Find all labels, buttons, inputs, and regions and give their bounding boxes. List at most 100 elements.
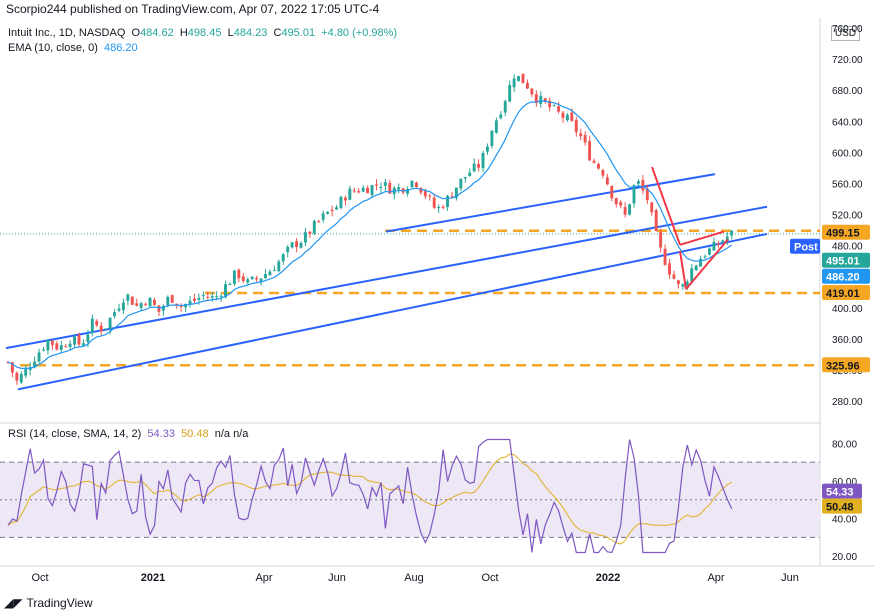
rsi-value: 54.33 (147, 428, 175, 440)
candle-body (64, 346, 68, 348)
rsi-ma-line (7, 453, 732, 545)
candle-body (37, 352, 41, 362)
candle-body (517, 76, 520, 81)
price-tick-label: 360.00 (832, 335, 863, 346)
candle-body (188, 300, 192, 305)
candle-body (437, 207, 441, 209)
candle-body (121, 302, 125, 311)
rsi-value-text: 54.33 (826, 487, 854, 499)
candle-body (503, 101, 507, 113)
candle-body (610, 185, 614, 199)
rsi-tick-label: 80.00 (832, 439, 857, 450)
candle-body (357, 191, 361, 193)
candle-body (308, 231, 312, 234)
candle-body (303, 232, 307, 243)
wedge-line (679, 250, 687, 290)
price-label-495.01[interactable] (822, 252, 870, 268)
price-label-325.96[interactable] (822, 357, 870, 373)
candle-body (428, 195, 432, 197)
price-tick-label: 400.00 (832, 304, 863, 315)
candle-body (148, 297, 152, 307)
candle-body (459, 178, 463, 189)
brand-text: TradingView (26, 596, 93, 610)
price-label-499.15[interactable] (822, 224, 870, 240)
rsi-tick-label: 20.00 (832, 552, 857, 563)
candle-body (6, 361, 10, 363)
candle-body (317, 220, 321, 222)
price-tick-label: 640.00 (832, 117, 863, 128)
time-tick-label: Apr (255, 572, 272, 584)
candle-body (335, 207, 338, 210)
candle-body (184, 304, 187, 308)
candle-body (135, 303, 139, 306)
low-value: 484.23 (233, 27, 268, 39)
price-label-486.20[interactable] (822, 268, 870, 284)
candle-body (259, 278, 263, 282)
price-tick-label: 680.00 (832, 86, 863, 97)
candle-body (441, 207, 445, 209)
candle-body (250, 276, 254, 279)
rsi-label: RSI (14, close, SMA, 14, 2) (8, 428, 142, 440)
candle-body (659, 232, 663, 248)
candle-body (450, 196, 454, 198)
time-tick-label: 2022 (596, 572, 620, 584)
candle-body (348, 188, 352, 200)
price-tick-label: 320.00 (832, 366, 863, 377)
candle-body (486, 146, 489, 152)
candle-body (552, 105, 556, 107)
price-label-419.01[interactable] (822, 284, 870, 300)
candle-body (592, 160, 596, 163)
candle-body (708, 248, 711, 255)
price-label-Post[interactable] (790, 238, 820, 254)
candle-body (490, 130, 494, 146)
candle-body (232, 270, 236, 284)
price-tick-label: 280.00 (832, 397, 863, 408)
candle-body (166, 296, 170, 306)
time-tick-label: Oct (31, 572, 48, 584)
candle-body (19, 374, 23, 383)
candle-body (246, 279, 250, 283)
candle-body (712, 241, 716, 251)
price-label-text: 419.01 (826, 288, 860, 300)
candle-body (361, 187, 365, 192)
time-tick-label: Oct (481, 572, 498, 584)
ema-legend: EMA (10, close, 0) 486.20 (8, 42, 138, 54)
price-label-text: Post (794, 242, 818, 254)
candle-body (295, 241, 298, 248)
candle-body (414, 182, 418, 188)
rsi-band-fill (0, 462, 820, 538)
currency-label[interactable]: USD (830, 26, 860, 41)
tradingview-footer[interactable]: ◢◤ TradingView (4, 596, 93, 610)
candle-body (663, 248, 667, 265)
candle-body (494, 120, 498, 133)
candle-body (525, 82, 529, 89)
candle-body (605, 177, 609, 185)
candle-body (241, 276, 245, 281)
candle-body (157, 305, 161, 312)
channel-lower-line (17, 232, 768, 391)
candle-body (446, 195, 449, 207)
time-tick-label: Jun (328, 572, 346, 584)
candle-body (366, 187, 370, 194)
candle-body (548, 100, 552, 108)
candle-body (343, 197, 347, 201)
candle-body (392, 187, 396, 195)
time-tick-label: Apr (707, 572, 724, 584)
time-tick-label: 2021 (141, 572, 165, 584)
candle-body (388, 183, 392, 194)
time-tick-label: Jun (781, 572, 799, 584)
rsi-value-text: 50.48 (826, 502, 854, 514)
wedge-line (679, 230, 725, 246)
candle-body (477, 164, 481, 168)
candle-body (690, 268, 694, 282)
rsi-value-label (822, 483, 862, 499)
candle-body (290, 242, 294, 248)
candle-body (90, 318, 94, 333)
price-tick-label: 480.00 (832, 242, 863, 253)
candle-body (237, 269, 241, 279)
candle-body (694, 265, 698, 271)
candle-body (277, 261, 281, 272)
candle-body (685, 281, 689, 286)
candle-body (33, 361, 37, 368)
